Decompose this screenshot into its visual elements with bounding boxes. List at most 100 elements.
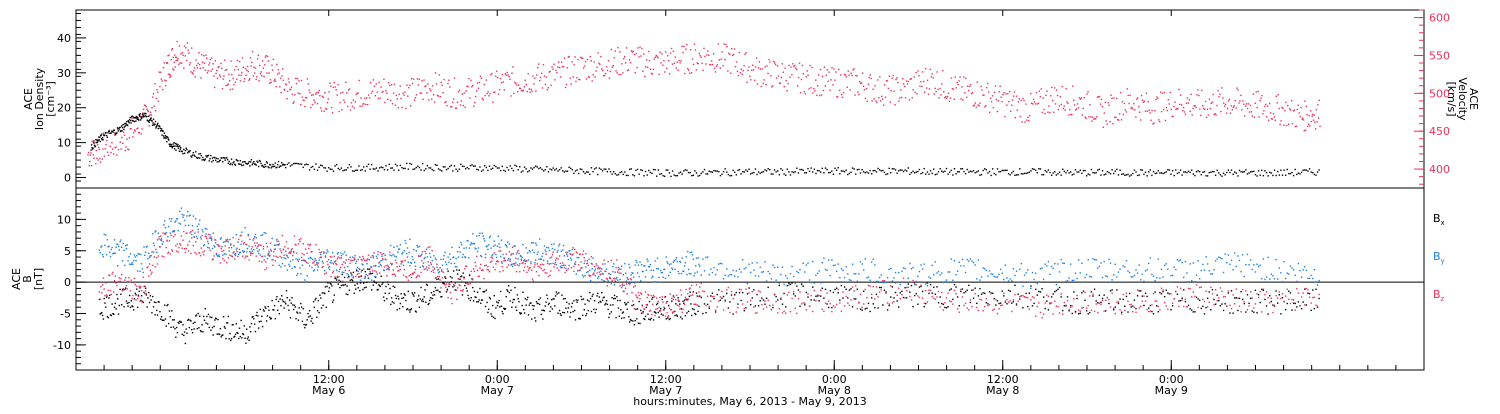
velocity-point — [228, 74, 229, 75]
density-point — [871, 173, 872, 174]
velocity-point — [464, 106, 465, 107]
velocity-point — [394, 83, 395, 84]
top-right-tick-label: 550 — [1429, 49, 1450, 62]
by-point — [690, 273, 691, 274]
by-point — [400, 244, 401, 245]
density-point — [1060, 174, 1061, 175]
velocity-point — [176, 57, 177, 58]
by-point — [365, 274, 366, 275]
velocity-point — [734, 48, 735, 49]
bx-point — [494, 295, 495, 296]
velocity-point — [271, 82, 272, 83]
density-point — [1100, 174, 1101, 175]
velocity-point — [241, 72, 242, 73]
velocity-point — [680, 60, 681, 61]
velocity-point — [892, 75, 893, 76]
bx-point — [584, 304, 585, 305]
by-point — [468, 257, 469, 258]
bz-point — [115, 282, 116, 283]
velocity-point — [843, 92, 844, 93]
bz-point — [178, 251, 179, 252]
bx-point — [952, 299, 953, 300]
by-point — [267, 258, 268, 259]
velocity-point — [623, 58, 624, 59]
by-point — [614, 284, 615, 285]
legend-by-name: B — [1433, 250, 1441, 263]
bx-point — [860, 308, 861, 309]
bz-point — [99, 299, 100, 300]
by-point — [118, 246, 119, 247]
by-point — [402, 252, 403, 253]
bx-point — [1197, 298, 1198, 299]
bx-point — [1080, 313, 1081, 314]
by-point — [519, 263, 520, 264]
by-point — [392, 254, 393, 255]
bx-point — [1095, 300, 1096, 301]
bx-point — [924, 306, 925, 307]
bx-point — [1220, 305, 1221, 306]
bx-point — [322, 305, 323, 306]
velocity-point — [1251, 111, 1252, 112]
velocity-point — [392, 103, 393, 104]
bx-point — [537, 303, 538, 304]
velocity-point — [511, 73, 512, 74]
by-point — [1269, 278, 1270, 279]
bx-point — [476, 301, 477, 302]
bx-point — [396, 298, 397, 299]
density-point — [758, 171, 759, 172]
bx-point — [264, 310, 265, 311]
top-right-axis-label: ACE Velocity [km/s] — [1445, 77, 1480, 121]
by-point — [383, 253, 384, 254]
velocity-point — [1187, 97, 1188, 98]
bx-point — [373, 284, 374, 285]
by-point — [715, 274, 716, 275]
density-point — [228, 161, 229, 162]
bx-point — [494, 318, 495, 319]
by-point — [943, 282, 944, 283]
by-point — [658, 277, 659, 278]
by-point — [167, 236, 168, 237]
density-point — [1282, 175, 1283, 176]
bx-point — [605, 303, 606, 304]
velocity-point — [244, 78, 245, 79]
by-point — [156, 252, 157, 253]
by-point — [407, 247, 408, 248]
velocity-point — [942, 70, 943, 71]
bx-point — [181, 321, 182, 322]
bx-point — [1062, 310, 1063, 311]
density-point — [260, 163, 261, 164]
by-point — [393, 247, 394, 248]
velocity-point — [434, 101, 435, 102]
bx-point — [1124, 306, 1125, 307]
velocity-point — [499, 89, 500, 90]
bz-point — [202, 251, 203, 252]
by-point — [374, 276, 375, 277]
bx-point — [518, 301, 519, 302]
velocity-point — [806, 70, 807, 71]
velocity-point — [193, 70, 194, 71]
by-point — [414, 262, 415, 263]
velocity-point — [985, 105, 986, 106]
velocity-point — [1216, 105, 1217, 106]
by-point — [742, 259, 743, 260]
density-point — [850, 172, 851, 173]
velocity-point — [465, 90, 466, 91]
velocity-point — [255, 79, 256, 80]
bz-point — [220, 262, 221, 263]
by-point — [199, 220, 200, 221]
velocity-point — [1163, 109, 1164, 110]
by-point — [787, 278, 788, 279]
by-point — [357, 267, 358, 268]
velocity-point — [1047, 112, 1048, 113]
velocity-point — [111, 142, 112, 143]
velocity-point — [908, 81, 909, 82]
velocity-point — [1188, 102, 1189, 103]
density-point — [654, 169, 655, 170]
by-point — [1111, 279, 1112, 280]
density-point — [497, 167, 498, 168]
density-point — [174, 145, 175, 146]
bx-point — [346, 285, 347, 286]
by-point — [298, 261, 299, 262]
bz-point — [119, 277, 120, 278]
by-point — [127, 260, 128, 261]
